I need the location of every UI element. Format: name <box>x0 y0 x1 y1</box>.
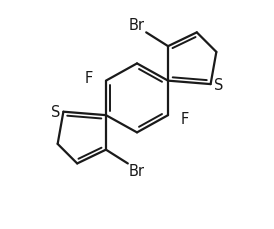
Text: F: F <box>85 70 93 85</box>
Text: Br: Br <box>129 164 145 179</box>
Text: Br: Br <box>129 18 145 33</box>
Text: F: F <box>181 112 189 127</box>
Text: S: S <box>214 77 223 92</box>
Text: S: S <box>51 105 60 120</box>
